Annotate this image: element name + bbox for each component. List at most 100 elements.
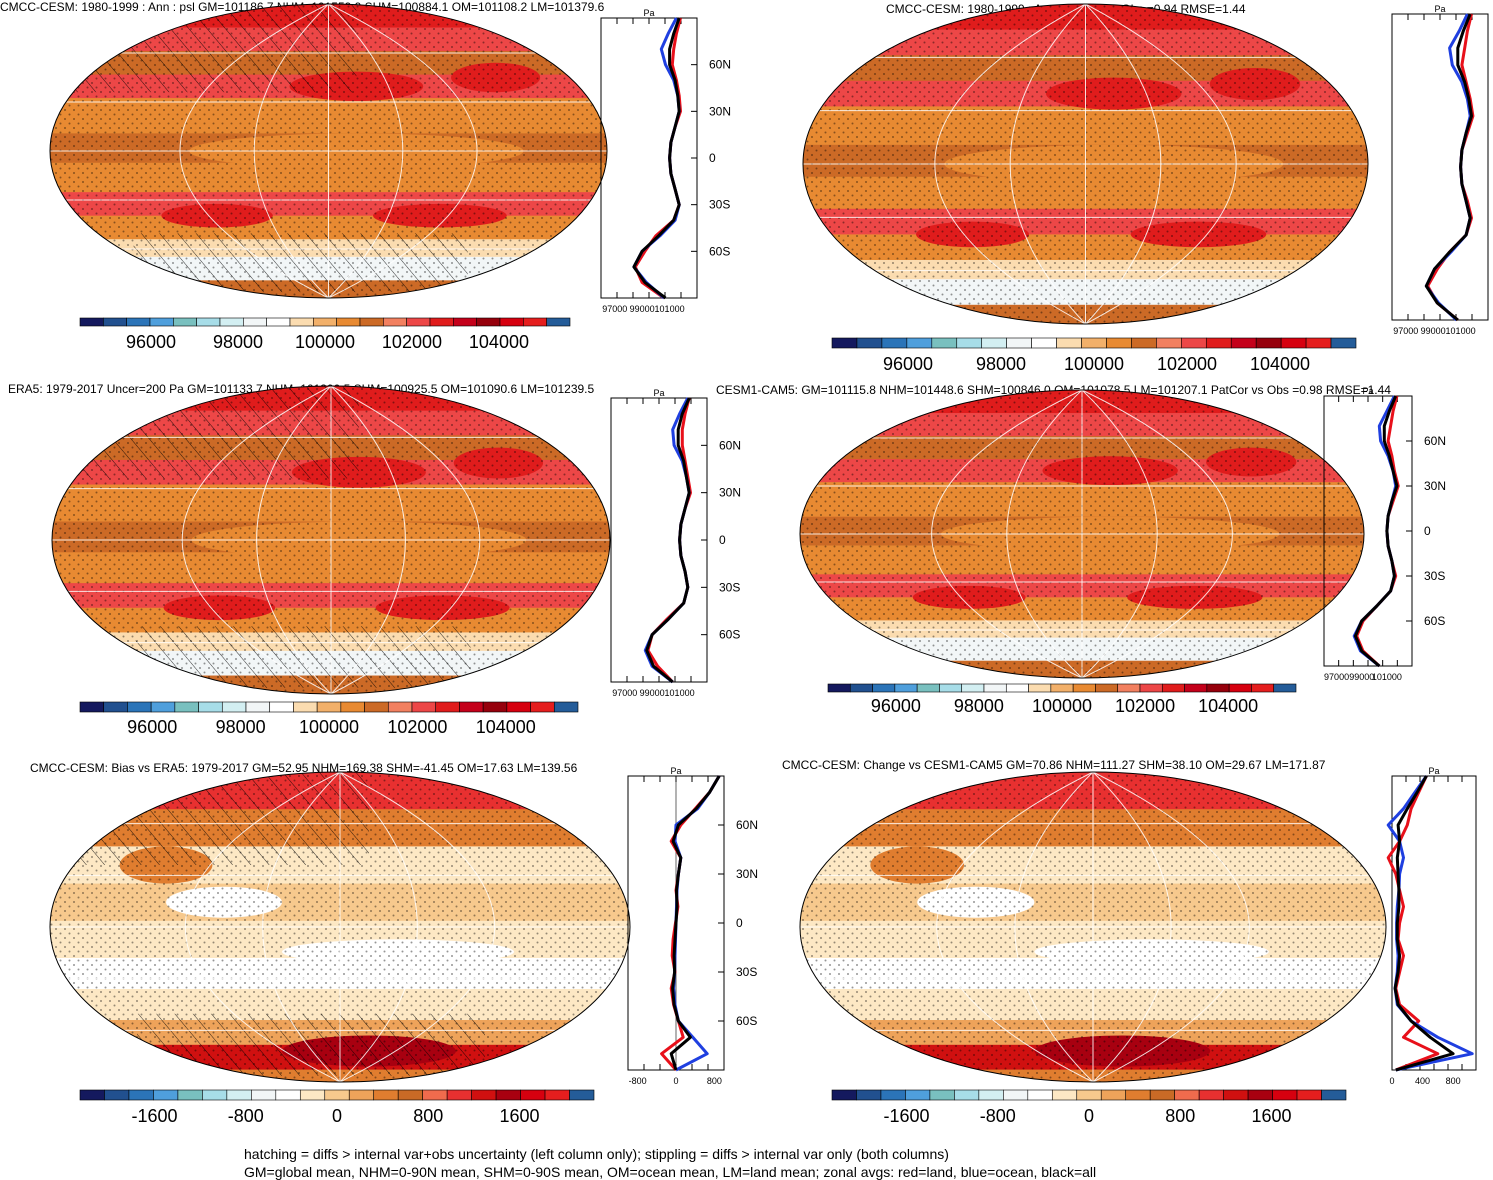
colorbar-label: 98000 — [976, 354, 1026, 374]
colorbar-label: 104000 — [469, 332, 529, 352]
colorbar-label: 98000 — [216, 717, 266, 737]
colorbar-swatch — [1050, 683, 1074, 693]
colorbar-cmcc-cesm-1980-1999: 96000 98000 100000 102000 104000 — [79, 317, 571, 352]
colorbar-swatch — [569, 1089, 595, 1101]
colorbar-cmcc-cesm-patcor: 96000 98000 100000 102000 104000 — [831, 337, 1357, 374]
map-field — [800, 390, 1364, 678]
graticule-meridian — [339, 772, 418, 1082]
colorbar-swatch — [929, 1089, 955, 1101]
colorbar-swatch — [79, 701, 105, 713]
colorbar-label: -800 — [980, 1106, 1016, 1126]
graticule-meridian — [1081, 390, 1233, 678]
graticule-meridian — [181, 386, 332, 694]
profile-lat-label: 60S — [709, 244, 730, 258]
graticule-meridian — [330, 386, 406, 694]
colorbar-swatch — [1321, 1089, 1347, 1101]
colorbar-swatch — [79, 317, 104, 327]
profile-value-label: 400 — [1415, 1076, 1430, 1086]
colorbar-label: 96000 — [126, 332, 176, 352]
profile-series-all — [1424, 13, 1473, 322]
colorbar-swatch — [173, 317, 197, 327]
profile-lat-label: 60N — [709, 58, 731, 72]
colorbar-era5-1979-2017: 96000 98000 100000 102000 104000 — [79, 701, 579, 737]
profile-lat-label: 30S — [1424, 569, 1445, 583]
colorbar-label: 104000 — [1250, 354, 1310, 374]
map-era5-1979-2017 — [51, 385, 611, 695]
colorbar-swatch — [453, 317, 477, 327]
colorbar-swatch — [906, 337, 933, 349]
profile-series-land — [646, 397, 692, 684]
colorbar-swatch — [831, 337, 858, 349]
panel-change-vs-cesm1-cam5: CMCC-CESM: Change vs CESM1-CAM5 GM=70.86… — [746, 758, 1493, 1118]
colorbar-swatch — [1251, 683, 1275, 693]
colorbar-swatch — [1003, 1089, 1029, 1101]
colorbar-swatch — [880, 1089, 906, 1101]
panel-title: CESM1-CAM5: GM=101115.8 NHM=101448.6 SHM… — [716, 383, 1391, 397]
colorbar-swatch — [905, 1089, 931, 1101]
colorbar-swatch — [1131, 337, 1157, 349]
footer-note-means: GM=global mean, NHM=0-90N mean, SHM=0-90… — [244, 1164, 1097, 1180]
graticule-meridian — [1092, 772, 1250, 1082]
colorbar-swatch — [916, 683, 940, 693]
colorbar-swatch — [1117, 683, 1141, 693]
colorbar-swatch — [1031, 337, 1057, 349]
colorbar-swatch — [293, 701, 318, 713]
profile-lat-label: 30S — [709, 198, 730, 212]
colorbar-swatch — [1272, 1089, 1298, 1101]
profile-lat-label: 30S — [719, 580, 740, 594]
map-outline — [802, 3, 1369, 325]
colorbar-swatch — [245, 701, 271, 713]
colorbar-swatch — [266, 317, 291, 327]
map-field — [52, 386, 610, 694]
profile-lat-label: 60S — [736, 1014, 757, 1028]
colorbar-swatch — [174, 701, 199, 713]
profile-value-label: 99000 — [1421, 326, 1446, 336]
panel-cesm1-cam5: CESM1-CAM5: GM=101115.8 NHM=101448.6 SHM… — [716, 380, 1493, 720]
graticule-meridian — [330, 386, 481, 694]
colorbar-swatch — [1076, 1089, 1102, 1101]
zonal-profile-change-vs-cesm1-cam5: Pa 0 400 800 — [1386, 766, 1477, 1086]
colorbar-swatch — [1100, 1089, 1127, 1101]
colorbar-swatch — [546, 317, 571, 327]
colorbar-label: 102000 — [382, 332, 442, 352]
profile-series-land — [660, 775, 721, 1071]
colorbar-swatch — [856, 337, 883, 349]
hatching — [52, 386, 359, 479]
colorbar-swatch — [1228, 683, 1252, 693]
colorbar-swatch — [336, 317, 361, 327]
colorbar-swatch — [1223, 1089, 1249, 1101]
colorbar-swatch — [275, 1089, 301, 1101]
colorbar-swatch — [983, 683, 1007, 693]
colorbar-swatch — [198, 701, 223, 713]
profile-unit-label: Pa — [643, 8, 654, 18]
colorbar-swatch — [373, 1089, 399, 1101]
colorbar-swatch — [544, 1089, 570, 1101]
map-cmcc-cesm-patcor — [802, 3, 1369, 325]
colorbar-swatch — [1296, 1089, 1322, 1101]
colorbar-swatch — [1028, 683, 1052, 693]
colorbar-swatch — [1181, 337, 1207, 349]
map-cmcc-cesm-1980-1999 — [49, 3, 608, 299]
graticule-meridian — [1085, 4, 1162, 324]
panel-bias-vs-era5: CMCC-CESM: Bias vs ERA5: 1979-2017 GM=52… — [0, 758, 746, 1118]
graticule-meridian — [1009, 4, 1086, 324]
graticule-meridian — [253, 4, 329, 298]
colorbar-label: -1600 — [132, 1106, 178, 1126]
profile-unit-label: Pa — [670, 766, 681, 776]
colorbar-swatch — [856, 1089, 882, 1101]
profile-frame — [1391, 13, 1489, 321]
colorbar-swatch — [219, 317, 244, 327]
colorbar-swatch — [499, 317, 524, 327]
zonal-profile-bias-vs-era5: Pa 60N 30N 0 30S 60S -800 0 800 — [627, 766, 758, 1086]
colorbar-swatch — [961, 683, 985, 693]
colorbar-label: 96000 — [871, 696, 921, 716]
colorbar-swatch — [103, 317, 127, 327]
map-cesm1-cam5 — [799, 389, 1365, 679]
colorbar-label: 104000 — [1198, 696, 1258, 716]
colorbar-label: 102000 — [1115, 696, 1175, 716]
colorbar-swatch — [289, 317, 314, 327]
colorbar-swatch — [340, 701, 365, 713]
colorbar-label: 100000 — [1032, 696, 1092, 716]
colorbar-label: 100000 — [295, 332, 355, 352]
